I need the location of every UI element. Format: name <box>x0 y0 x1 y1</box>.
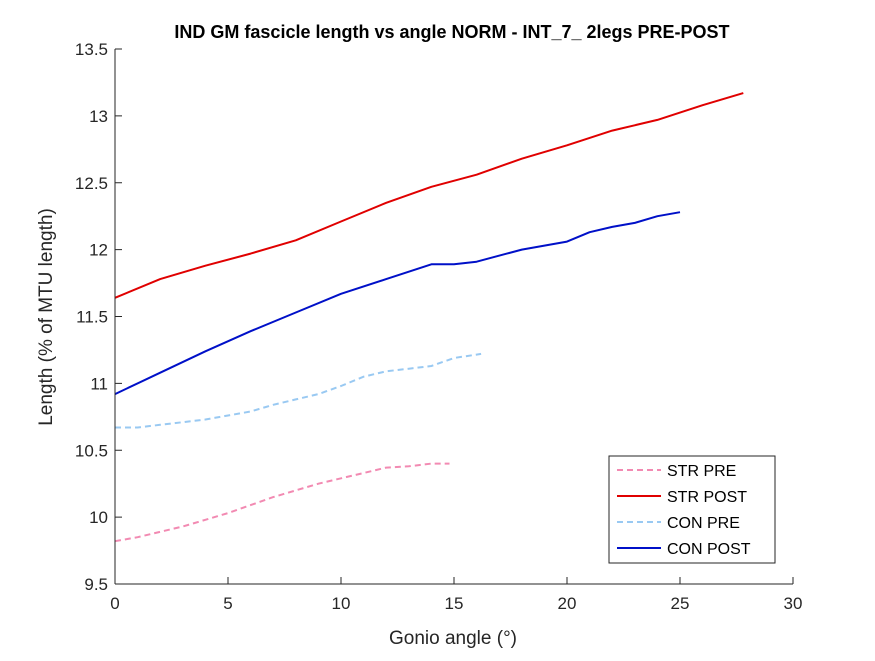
y-tick-label: 10.5 <box>75 441 108 460</box>
x-tick-label: 0 <box>110 594 119 613</box>
legend-label: STR POST <box>667 489 747 506</box>
legend-box <box>608 455 776 564</box>
y-tick-label: 11.5 <box>76 308 108 327</box>
y-tick-label: 12 <box>89 241 108 260</box>
series-line-con-post <box>114 211 681 396</box>
x-tick-label: 30 <box>784 594 803 613</box>
y-tick-label: 13 <box>89 107 108 126</box>
y-tick-label: 10 <box>89 508 108 527</box>
x-tick-label: 15 <box>445 594 464 613</box>
x-axis-label: Gonio angle (°) <box>389 628 517 649</box>
y-tick-label: 11 <box>90 374 108 393</box>
chart-title: IND GM fascicle length vs angle NORM - I… <box>174 22 729 42</box>
series-line-con-pre <box>115 352 482 429</box>
ticks-layer: 0 5 10 15 20 25 30 9.5 10 10.5 11 11.5 12 12.5 13 13.5 <box>75 40 803 613</box>
y-tick-label: 12.5 <box>75 174 108 193</box>
x-tick-label: 25 <box>671 594 690 613</box>
y-tick-label: 13.5 <box>75 40 108 59</box>
x-tick-label: 5 <box>223 594 232 613</box>
legend-label: CON PRE <box>667 515 740 532</box>
y-tick-label: 9.5 <box>84 575 108 594</box>
y-axis-label: Length (% of MTU length) <box>36 208 57 426</box>
x-tick-label: 20 <box>558 594 577 613</box>
legend: STR PRE STR POST CON PRE CON POST <box>608 455 776 564</box>
series-line-str-post <box>114 92 744 299</box>
legend-label: CON POST <box>667 541 751 558</box>
legend-label: STR PRE <box>667 463 736 480</box>
lines-layer <box>114 92 744 543</box>
x-tick-label: 10 <box>332 594 351 613</box>
series-line-str-pre <box>114 462 450 543</box>
